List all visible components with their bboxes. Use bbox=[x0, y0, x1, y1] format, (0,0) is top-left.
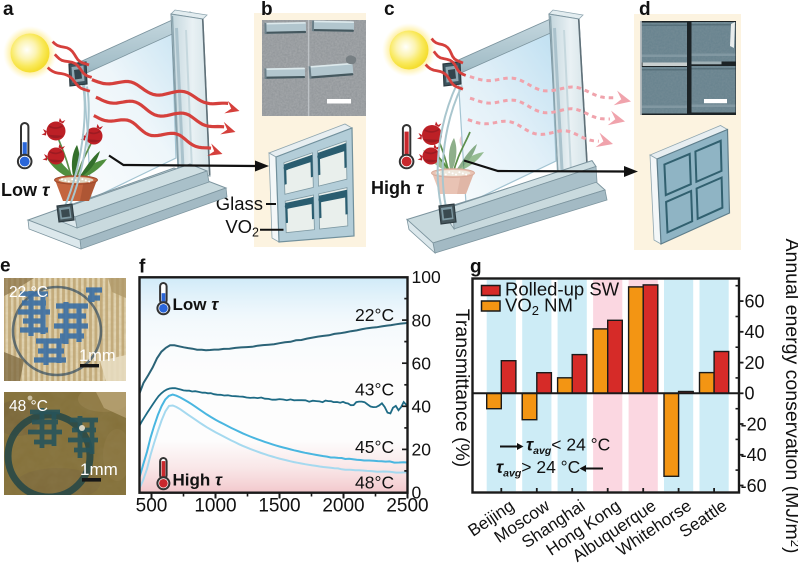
svg-text:High τ: High τ bbox=[371, 178, 425, 198]
svg-text:40: 40 bbox=[412, 397, 432, 417]
svg-text:-20: -20 bbox=[741, 414, 767, 434]
svg-text:43°C: 43°C bbox=[355, 380, 394, 400]
svg-text:Low τ: Low τ bbox=[1, 180, 51, 200]
svg-text:Low τ: Low τ bbox=[173, 295, 220, 314]
svg-text:-40: -40 bbox=[741, 445, 767, 465]
svg-text:2500: 2500 bbox=[386, 496, 428, 517]
svg-text:40: 40 bbox=[745, 322, 765, 342]
svg-text:48 °C: 48 °C bbox=[9, 398, 48, 415]
svg-text:High τ: High τ bbox=[173, 471, 224, 490]
svg-text:d: d bbox=[639, 0, 651, 20]
svg-text:1500: 1500 bbox=[258, 496, 300, 517]
svg-text:20: 20 bbox=[745, 353, 765, 373]
svg-text:60: 60 bbox=[745, 291, 765, 311]
svg-text:-60: -60 bbox=[741, 476, 767, 496]
svg-text:0: 0 bbox=[745, 384, 755, 404]
svg-text:2000: 2000 bbox=[322, 496, 364, 517]
svg-text:b: b bbox=[261, 0, 273, 20]
svg-text:22 °C: 22 °C bbox=[9, 284, 48, 301]
svg-text:Transmittance (%): Transmittance (%) bbox=[451, 309, 473, 468]
svg-text:45°C: 45°C bbox=[355, 437, 394, 457]
svg-text:80: 80 bbox=[412, 310, 432, 330]
svg-text:Rolled-up SW: Rolled-up SW bbox=[505, 279, 620, 300]
svg-text:VO2: VO2 bbox=[225, 216, 259, 240]
svg-text:VO2 NM: VO2 NM bbox=[505, 295, 573, 319]
svg-text:1mm: 1mm bbox=[79, 347, 116, 365]
svg-text:Glass: Glass bbox=[216, 193, 263, 214]
svg-text:60: 60 bbox=[412, 353, 432, 373]
svg-text:g: g bbox=[470, 257, 482, 278]
svg-text:e: e bbox=[0, 256, 11, 277]
svg-text:Annual energy conservation (MJ: Annual energy conservation (MJ/m2) bbox=[781, 238, 798, 553]
svg-text:500: 500 bbox=[136, 496, 168, 517]
svg-text:f: f bbox=[139, 257, 146, 278]
svg-text:20: 20 bbox=[412, 440, 432, 460]
svg-text:0: 0 bbox=[412, 483, 422, 503]
svg-text:100: 100 bbox=[412, 267, 441, 287]
svg-text:1000: 1000 bbox=[194, 496, 236, 517]
svg-text:1mm: 1mm bbox=[80, 460, 118, 479]
svg-text:22°C: 22°C bbox=[355, 305, 394, 325]
svg-text:48°C: 48°C bbox=[355, 473, 394, 493]
svg-text:a: a bbox=[3, 0, 14, 20]
svg-text:c: c bbox=[384, 0, 395, 20]
